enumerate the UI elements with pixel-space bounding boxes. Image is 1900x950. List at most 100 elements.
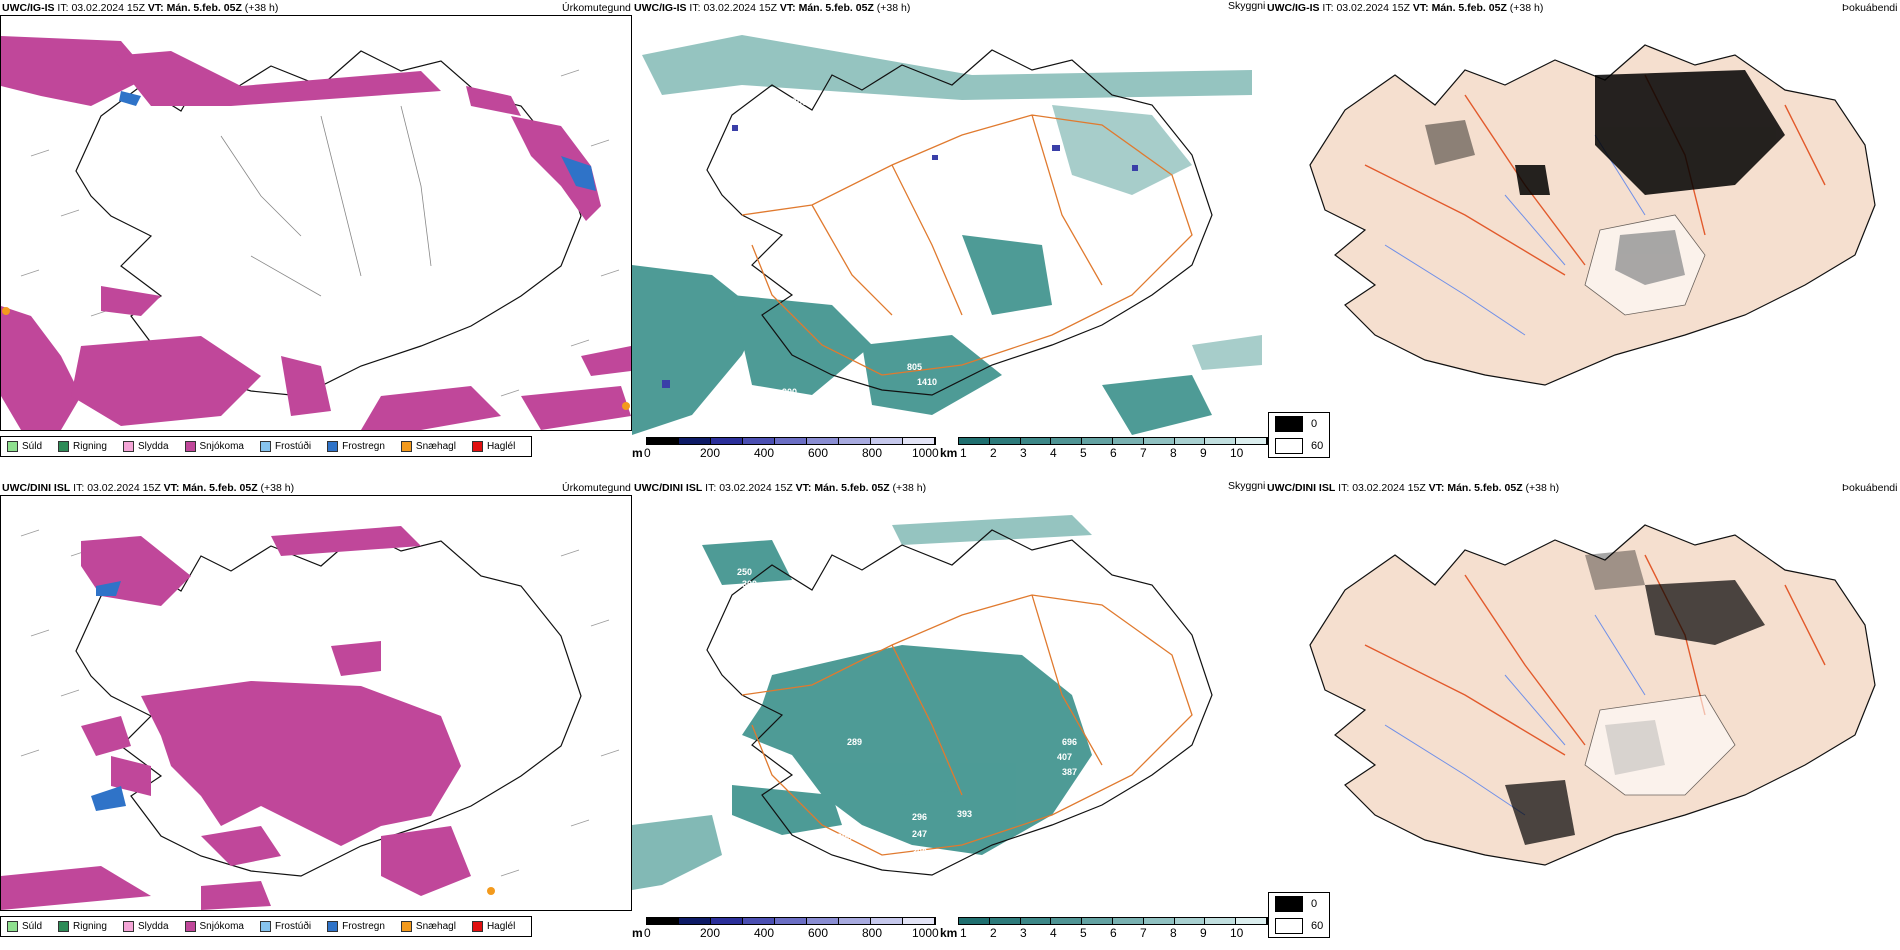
panel-header: UWC/IG-IS IT: 03.02.2024 15Z VT: Mán. 5.…	[634, 2, 911, 14]
tick: 3	[1020, 446, 1027, 460]
panel-title: Úrkomutegund	[562, 2, 631, 14]
tick: 4	[1050, 446, 1057, 460]
legend-swatch	[184, 441, 196, 452]
fog-legend-row: 60	[1269, 915, 1329, 937]
legend-item: Snjókoma	[184, 921, 244, 932]
legend-item: Frostúði	[259, 441, 311, 452]
legend-item: Rigning	[58, 441, 107, 452]
legend-swatch	[471, 921, 483, 932]
tick: 8	[1170, 926, 1177, 940]
visibility-panel-top: UWC/IG-IS IT: 03.02.2024 15Z VT: Mán. 5.…	[632, 0, 1268, 470]
tick: 10	[1230, 926, 1244, 940]
colorbar-segment	[1143, 918, 1175, 924]
panel-title: Þokuábendi	[1842, 2, 1898, 14]
tick: 600	[808, 926, 829, 940]
legend-item: Snjókoma	[184, 441, 244, 452]
map-value-labels: 250 300 289 696 407 387 393 296 247 300 …	[737, 567, 1077, 857]
panel-title: Skyggni	[1228, 0, 1266, 12]
legend-swatch	[259, 921, 271, 932]
panel-title: Þokuábendi	[1842, 482, 1898, 494]
tick: 2	[990, 446, 997, 460]
colorbar-segment	[871, 438, 903, 444]
map-value-label: 805	[907, 362, 922, 372]
tick: 200	[700, 446, 721, 460]
tick: 5	[1080, 926, 1087, 940]
snowfall-areas	[1, 36, 631, 430]
legend-item: Frostregn	[327, 921, 385, 932]
tick: 3	[1020, 926, 1027, 940]
legend-item: Rigning	[58, 921, 107, 932]
cloudbase-colorbar: m 0 200 400 600 800 1000	[632, 917, 942, 941]
colorbar-segment	[711, 438, 743, 444]
precip-map	[1, 526, 620, 910]
legend-swatch	[58, 441, 70, 452]
colorbar-segment	[989, 438, 1021, 444]
precip-legend: Súld Rigning Slydda Snjókoma Frostúði Fr…	[0, 916, 533, 937]
colorbar-segment	[959, 918, 990, 924]
fog-legend-swatch	[1275, 416, 1303, 432]
fog-legend-row: 0	[1269, 893, 1329, 915]
map-value-label: 407	[1057, 752, 1072, 762]
colorbar-segment	[1051, 918, 1083, 924]
tick: 1	[960, 446, 967, 460]
cloudbase-unit: m	[632, 446, 643, 460]
legend-swatch	[122, 441, 134, 452]
colorbar-segment	[1112, 438, 1144, 444]
fog-legend-swatch	[1275, 896, 1303, 912]
panel-title: Skyggni	[1228, 480, 1266, 492]
legend-item: Slydda	[122, 441, 169, 452]
colorbar-segment	[903, 438, 935, 444]
colorbar-segment	[903, 918, 935, 924]
legend-item: Haglél	[471, 921, 515, 932]
cloudbase-patches	[662, 125, 1138, 388]
colorbar-segment	[807, 438, 839, 444]
colorbar-segment	[743, 438, 775, 444]
map-value-label: 815	[747, 392, 762, 402]
fog-legend-row: 0	[1269, 413, 1329, 435]
map-value-label: 250	[737, 567, 752, 577]
panel-header: UWC/IG-IS IT: 03.02.2024 15Z VT: Mán. 5.…	[1267, 2, 1544, 14]
legend-swatch	[184, 921, 196, 932]
colorbar-segment	[679, 438, 711, 444]
tick: 1	[960, 926, 967, 940]
coastline	[706, 49, 1213, 396]
legend-swatch	[400, 921, 412, 932]
tick: 9	[1200, 926, 1207, 940]
legend-item: Súld	[7, 921, 42, 932]
visibility-unit: km	[940, 926, 958, 940]
coastline	[706, 529, 1213, 876]
tick: 800	[862, 446, 883, 460]
map-value-label: 289	[847, 737, 862, 747]
panel-header: UWC/IG-IS IT: 03.02.2024 15Z VT: Mán. 5.…	[2, 2, 279, 14]
legend-item: Snæhagl	[400, 441, 456, 452]
map-value-label: 300	[742, 579, 757, 589]
map-value-label: 696	[1062, 737, 1077, 747]
fog-legend-row: 60	[1269, 435, 1329, 457]
tick: 0	[644, 926, 651, 940]
map-frame	[0, 495, 632, 911]
tick: 6	[1110, 926, 1117, 940]
visibility-panel-bottom: UWC/DINI ISL IT: 03.02.2024 15Z VT: Mán.…	[632, 480, 1268, 950]
legend-swatch	[7, 441, 18, 452]
legend-swatch	[122, 921, 134, 932]
tick: 1000	[912, 446, 939, 460]
visibility-map: 250 300 289 696 407 387 393 296 247 300 …	[632, 515, 1213, 890]
legend-item: Snæhagl	[400, 921, 456, 932]
legend-item: Slydda	[122, 921, 169, 932]
legend-swatch	[327, 921, 339, 932]
panel-header: UWC/DINI ISL IT: 03.02.2024 15Z VT: Mán.…	[1267, 482, 1560, 494]
colorbar-segment	[1205, 438, 1237, 444]
legend-item: Frostregn	[327, 441, 385, 452]
tick: 2	[990, 926, 997, 940]
map-value-labels: 700 900 815 1410 805	[747, 97, 937, 402]
colorbar-segment	[989, 918, 1021, 924]
colorbar-segment	[839, 918, 871, 924]
roads	[741, 594, 1193, 856]
tick: 200	[700, 926, 721, 940]
colorbar-segment	[1082, 438, 1113, 444]
low-visibility-areas	[632, 35, 1262, 435]
tick: 400	[754, 446, 775, 460]
tick: 7	[1140, 446, 1147, 460]
colorbar-segment	[743, 918, 775, 924]
colorbar-segment	[1051, 438, 1083, 444]
